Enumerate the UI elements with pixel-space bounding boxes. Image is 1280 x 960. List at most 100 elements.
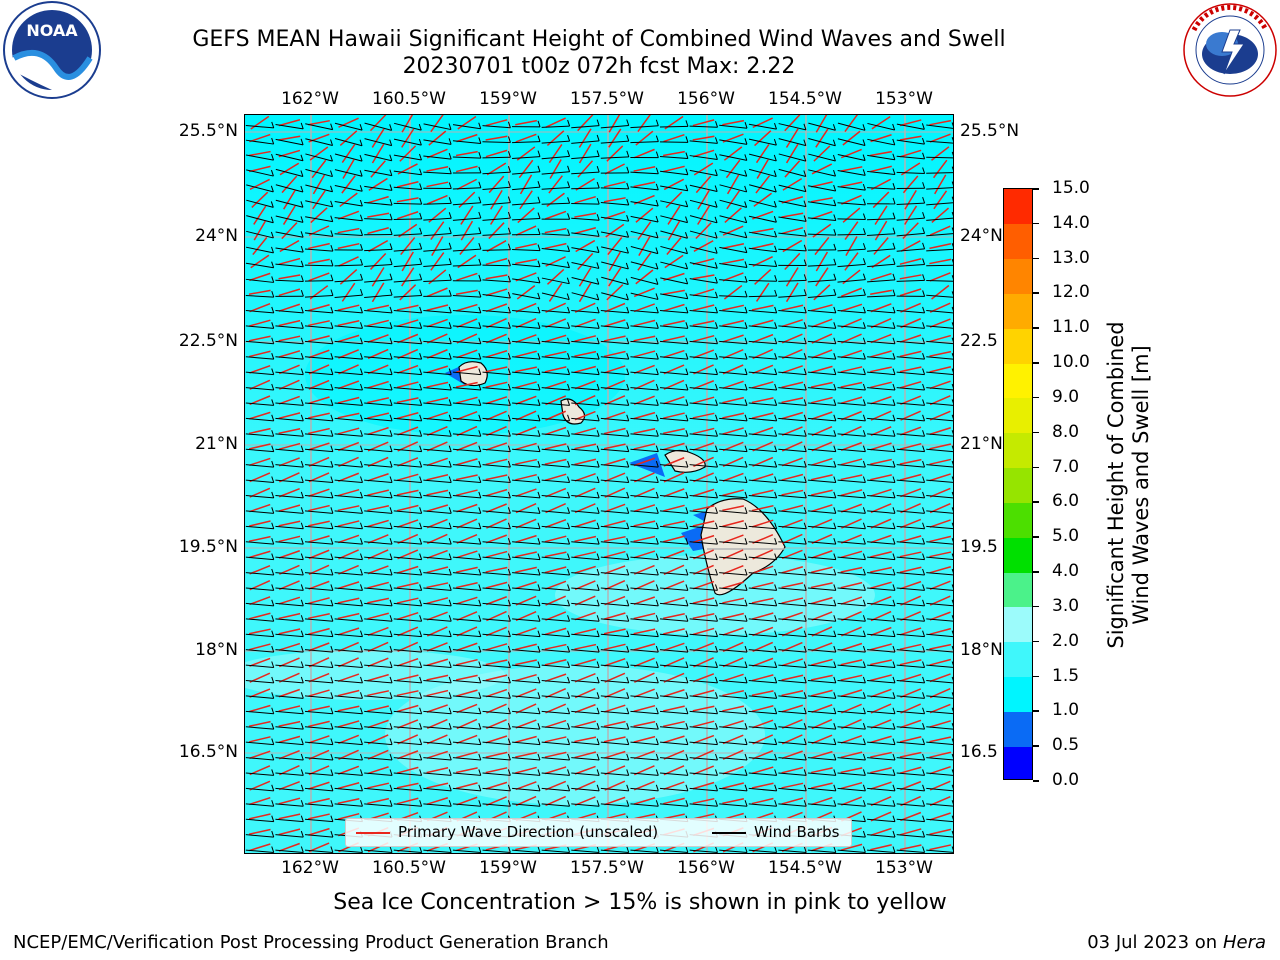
wind-barb-flag — [537, 399, 541, 406]
wind-barb — [245, 741, 274, 746]
wind-barb — [334, 556, 363, 561]
wind-barb-flag — [715, 630, 718, 637]
wind-barb — [512, 371, 541, 376]
wave-direction-arrow — [899, 350, 922, 358]
wind-barb — [926, 772, 953, 776]
wind-barb-flag — [715, 738, 718, 745]
wind-barb-flag — [773, 216, 777, 223]
wind-barb — [748, 464, 777, 468]
wind-barb — [867, 726, 896, 730]
wind-barb — [837, 263, 866, 268]
wind-barb-flag — [803, 399, 807, 406]
wave-direction-arrow — [844, 221, 859, 241]
wave-direction-arrow — [663, 612, 685, 620]
wind-barb-flag — [360, 491, 363, 499]
wind-barb — [571, 261, 599, 269]
wind-barb-flag — [567, 150, 571, 157]
wind-barb — [571, 433, 600, 437]
wind-barb — [867, 279, 896, 283]
wind-barb-flag — [448, 753, 452, 761]
wind-barb — [630, 757, 659, 761]
wave-direction-arrow — [929, 844, 952, 851]
wind-barb — [659, 510, 688, 514]
wave-direction-arrow — [722, 489, 744, 497]
wave-direction-arrow — [751, 397, 774, 404]
wind-barb-flag — [685, 399, 689, 406]
wind-barb-flag — [360, 615, 363, 622]
wind-barb — [305, 184, 333, 193]
wind-barb — [512, 249, 541, 252]
wind-barb-flag — [300, 154, 304, 161]
wind-barb-flag — [922, 784, 926, 792]
wind-barb — [512, 402, 541, 406]
wind-barb-flag — [389, 630, 393, 637]
wind-barb — [630, 371, 659, 376]
wind-barb-flag — [922, 167, 926, 174]
wave-direction-arrow — [455, 674, 478, 681]
wind-barb — [423, 541, 452, 545]
wind-barb-flag — [626, 476, 630, 483]
wind-barb-flag — [567, 769, 571, 776]
wave-direction-arrow — [278, 735, 301, 744]
wind-barb — [807, 433, 836, 437]
wind-barb — [837, 757, 866, 761]
wave-direction-arrow — [574, 720, 597, 728]
wind-barb — [364, 294, 393, 298]
wind-barb-flag — [774, 122, 777, 130]
wave-direction-arrow — [371, 143, 385, 164]
wind-barb-flag — [271, 630, 275, 637]
wave-direction-arrow — [308, 672, 330, 683]
wind-barb-flag — [419, 212, 423, 220]
wave-direction-arrow — [485, 735, 508, 744]
wind-barb — [867, 602, 896, 607]
wind-barb-flag — [507, 322, 511, 329]
wave-direction-arrow — [397, 657, 419, 667]
wind-barb-flag — [892, 212, 896, 219]
wave-direction-arrow — [485, 366, 508, 373]
wind-barb-flag — [626, 615, 630, 622]
wind-barb-flag — [330, 139, 334, 146]
wind-barb — [423, 340, 452, 345]
wave-direction-arrow — [841, 626, 862, 637]
wind-barb-flag — [537, 353, 541, 360]
wind-barb-flag — [715, 661, 718, 668]
wind-barb-flag — [567, 306, 571, 314]
wind-barb-flag — [892, 830, 896, 838]
wind-barb-flag — [655, 738, 659, 745]
wind-barb — [512, 849, 541, 853]
wind-barb-flag — [862, 368, 866, 375]
wind-barb — [304, 541, 333, 545]
wind-barb-flag — [715, 645, 718, 653]
colorbar-tick-label: 7.0 — [1052, 456, 1080, 477]
wave-direction-arrow — [515, 673, 537, 682]
wind-barb-flag — [389, 198, 393, 206]
wind-barb-flag — [507, 676, 511, 684]
wave-direction-arrow — [929, 487, 951, 498]
wind-barb — [867, 710, 896, 715]
wind-barb-flag — [271, 553, 275, 560]
wind-barb — [926, 464, 953, 468]
wind-barb-flag — [537, 753, 541, 761]
wind-barb-label: Wind Barbs — [754, 823, 840, 841]
wind-barb-flag — [626, 584, 630, 591]
wind-barb-flag — [774, 676, 778, 684]
wind-barb — [364, 726, 393, 730]
map-panel — [244, 114, 954, 854]
wind-barb — [482, 448, 511, 453]
wind-barb-flag — [537, 846, 541, 853]
wind-barb — [512, 186, 541, 191]
wind-barb — [423, 849, 452, 853]
wind-barb — [393, 679, 422, 684]
wave-direction-arrow — [722, 534, 744, 544]
wind-barb-flag — [626, 645, 630, 653]
wind-barb — [423, 448, 452, 453]
wind-barb-flag — [507, 414, 511, 422]
wind-barb-flag — [715, 476, 718, 483]
wave-direction-arrow — [485, 581, 508, 589]
wind-barb — [304, 664, 333, 669]
wind-barb — [659, 803, 688, 807]
wind-barb-flag — [360, 707, 363, 714]
wave-direction-arrow — [456, 178, 478, 191]
wind-barb-flag — [537, 538, 541, 545]
wind-barb — [867, 633, 896, 638]
